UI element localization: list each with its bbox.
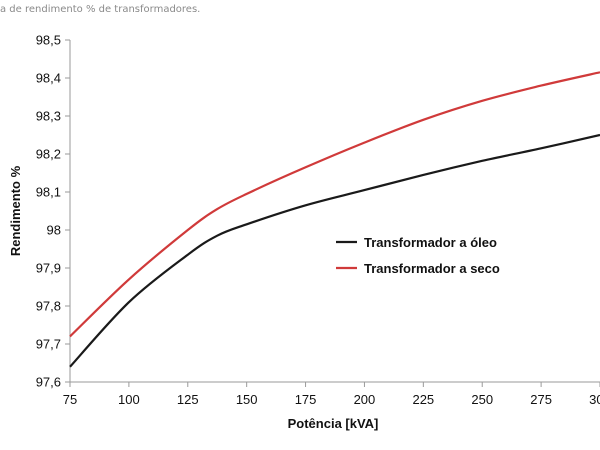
y-tick-label: 98,3 (36, 109, 61, 124)
y-tick-label: 97,9 (36, 261, 61, 276)
series-layer (69, 71, 600, 368)
legend: Transformador a óleo Transformador a seco (336, 235, 500, 276)
axes (69, 40, 600, 383)
y-tick-label: 98,1 (36, 185, 61, 200)
series-line-oleo (69, 133, 600, 368)
x-tick-label: 100 (118, 392, 140, 407)
x-tick-label: 300 (589, 392, 600, 407)
y-tick-label: 97,8 (36, 299, 61, 314)
x-tick-label: 225 (412, 392, 434, 407)
y-tick-label: 97,7 (36, 337, 61, 352)
y-tick-labels: 97,6 97,7 97,8 97,9 98 98,1 98,2 98,3 98,4 98,5 (36, 33, 70, 390)
y-tick-label: 98 (47, 223, 61, 238)
y-tick-label: 97,6 (36, 375, 61, 390)
figure-caption: a de rendimento % de transformadores. (0, 4, 201, 15)
legend-label: Transformador a seco (364, 261, 500, 276)
x-tick-labels: 75 100 125 150 175 200 225 250 275 300 (63, 382, 600, 407)
x-tick-label: 75 (63, 392, 77, 407)
x-tick-label: 125 (177, 392, 199, 407)
y-tick-label: 98,2 (36, 147, 61, 162)
legend-label: Transformador a óleo (364, 235, 497, 250)
x-tick-label: 175 (295, 392, 317, 407)
x-axis-title: Potência [kVA] (288, 416, 379, 431)
x-tick-label: 200 (354, 392, 376, 407)
y-tick-label: 98,4 (36, 71, 61, 86)
y-tick-label: 98,5 (36, 33, 61, 48)
x-tick-label: 250 (471, 392, 493, 407)
x-tick-label: 150 (236, 392, 258, 407)
x-tick-label: 275 (530, 392, 552, 407)
y-axis-title: Rendimento % (8, 165, 23, 256)
series-line-seco (69, 71, 600, 338)
